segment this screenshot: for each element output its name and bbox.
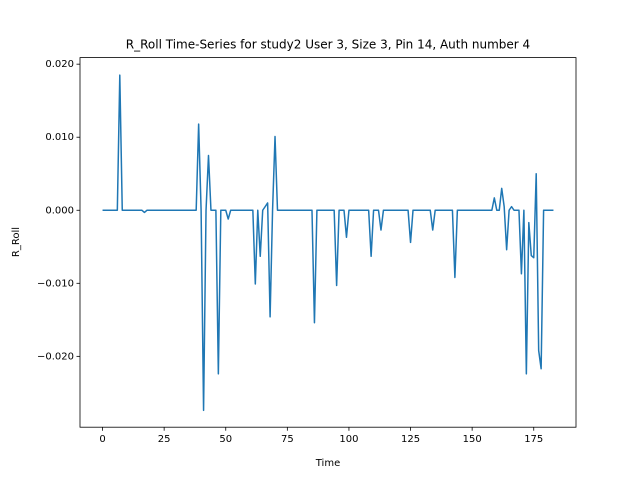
chart-title: R_Roll Time-Series for study2 User 3, Si… — [126, 38, 530, 52]
y-tick-label: −0.010 — [37, 278, 74, 289]
x-tick-label: 75 — [281, 434, 294, 445]
x-tick-label: 100 — [339, 434, 358, 445]
x-tick-label: 25 — [158, 434, 171, 445]
y-tick-label: 0.010 — [45, 132, 74, 143]
data-line — [102, 74, 554, 412]
y-tick-label: 0.000 — [45, 205, 74, 216]
y-tick-label: −0.020 — [37, 351, 74, 362]
x-tick-label: 0 — [99, 434, 105, 445]
plot-frame — [79, 57, 577, 428]
x-tick-label: 150 — [463, 434, 482, 445]
x-tick-label: 175 — [524, 434, 543, 445]
x-tick-label: 50 — [219, 434, 232, 445]
x-tick-label: 125 — [401, 434, 420, 445]
y-tick-label: 0.020 — [45, 59, 74, 70]
y-axis-label: R_Roll — [11, 227, 22, 257]
x-axis-label: Time — [315, 458, 340, 469]
